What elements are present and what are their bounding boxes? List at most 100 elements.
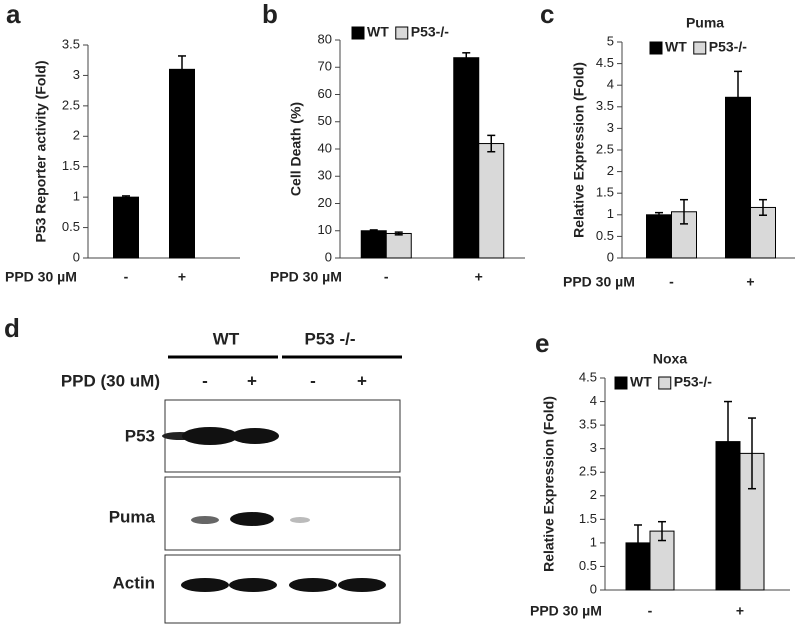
y-tick-label: 3 xyxy=(590,440,597,455)
y-tick-label: 1.5 xyxy=(579,511,597,526)
bar xyxy=(360,230,387,259)
lane-label: + xyxy=(357,371,367,390)
legend-swatch xyxy=(649,41,663,55)
y-tick-label: 0.5 xyxy=(596,228,614,243)
panel-letter: b xyxy=(262,0,278,29)
x-tick-label: + xyxy=(475,269,483,285)
y-tick-label: 10 xyxy=(318,222,332,237)
bar xyxy=(478,143,505,259)
x-tick-label: - xyxy=(124,269,129,285)
row-label: Puma xyxy=(109,507,156,526)
x-axis-label: PPD 30 µM xyxy=(530,603,602,619)
bar xyxy=(646,214,672,259)
legend-swatch xyxy=(658,376,672,390)
y-tick-label: 1.5 xyxy=(62,158,80,173)
y-tick-label: 2 xyxy=(607,163,614,178)
y-tick-label: 5 xyxy=(607,33,614,48)
legend-label: P53-/- xyxy=(709,39,747,55)
legend-label: WT xyxy=(630,374,652,390)
y-axis-label: P53 Reporter activity (Fold) xyxy=(33,60,49,242)
bar xyxy=(113,196,139,259)
legend-label: P53-/- xyxy=(411,24,449,40)
legend-swatch xyxy=(395,26,409,40)
lane-label: - xyxy=(202,371,208,390)
blot-box xyxy=(164,476,401,551)
bar xyxy=(725,96,751,259)
y-tick-label: 1 xyxy=(590,534,597,549)
group-label: WT xyxy=(213,329,240,348)
lane-label: + xyxy=(247,371,257,390)
y-tick-label: 1.5 xyxy=(596,185,614,200)
band xyxy=(338,578,386,592)
panel-letter: d xyxy=(4,313,20,343)
x-tick-label: + xyxy=(736,603,744,619)
y-tick-label: 20 xyxy=(318,195,332,210)
y-axis-label: Relative Expression (Fold) xyxy=(541,396,557,572)
panel-letter: a xyxy=(6,0,21,29)
y-tick-label: 2.5 xyxy=(596,141,614,156)
y-tick-label: 60 xyxy=(318,86,332,101)
y-tick-label: 3.5 xyxy=(62,36,80,51)
y-tick-label: 70 xyxy=(318,59,332,74)
group-label: P53 -/- xyxy=(304,329,355,348)
y-tick-label: 0 xyxy=(590,581,597,596)
y-tick-label: 3.5 xyxy=(579,417,597,432)
western-blot: d WT P53 -/- PPD (30 uM) - + - + P53 Pum… xyxy=(4,313,402,624)
y-tick-label: 2.5 xyxy=(62,97,80,112)
legend-label: WT xyxy=(665,39,687,55)
panel-letter: e xyxy=(535,328,549,358)
legend-label: P53-/- xyxy=(674,374,712,390)
y-tick-label: 1 xyxy=(607,206,614,221)
y-tick-label: 80 xyxy=(318,31,332,46)
y-tick-label: 40 xyxy=(318,140,332,155)
y-tick-label: 0.5 xyxy=(579,558,597,573)
y-tick-label: 2.5 xyxy=(579,464,597,479)
row-label: P53 xyxy=(125,426,155,445)
band xyxy=(229,578,277,592)
band xyxy=(191,516,219,524)
x-tick-label: - xyxy=(648,603,653,619)
y-tick-label: 0 xyxy=(73,249,80,264)
lane-label: - xyxy=(310,371,316,390)
row-label: Actin xyxy=(113,573,156,592)
y-axis-label: Relative Expression (Fold) xyxy=(571,62,587,238)
y-tick-label: 2 xyxy=(590,487,597,502)
legend-label: WT xyxy=(367,24,389,40)
band xyxy=(181,578,229,592)
y-tick-label: 0 xyxy=(607,249,614,264)
band xyxy=(231,428,279,444)
legend-swatch xyxy=(693,41,707,55)
panel-letter: c xyxy=(540,0,554,29)
x-tick-label: + xyxy=(746,274,754,290)
bar xyxy=(169,68,195,259)
legend-swatch xyxy=(614,376,628,390)
bar xyxy=(385,232,412,259)
chart-title: Puma xyxy=(686,15,724,31)
y-tick-label: 30 xyxy=(318,168,332,183)
x-axis-label: PPD 30 µM xyxy=(5,269,77,285)
y-tick-label: 4.5 xyxy=(596,55,614,70)
band xyxy=(289,578,337,592)
y-tick-label: 3 xyxy=(73,67,80,82)
y-tick-label: 50 xyxy=(318,113,332,128)
x-axis-label: PPD 30 µM xyxy=(270,269,342,285)
y-tick-label: 1 xyxy=(73,189,80,204)
y-tick-label: 0.5 xyxy=(62,219,80,234)
y-tick-label: 4 xyxy=(607,77,614,92)
band xyxy=(290,517,310,523)
x-tick-label: - xyxy=(669,274,674,290)
chart-title: Noxa xyxy=(653,351,687,367)
band xyxy=(230,512,274,526)
x-axis-label: PPD 30 µM xyxy=(563,274,635,290)
y-tick-label: 2 xyxy=(73,128,80,143)
x-tick-label: - xyxy=(384,269,389,285)
legend-swatch xyxy=(351,26,365,40)
y-tick-label: 4 xyxy=(590,393,597,408)
y-tick-label: 0 xyxy=(325,249,332,264)
y-tick-label: 4.5 xyxy=(579,369,597,384)
y-tick-label: 3 xyxy=(607,120,614,135)
y-axis-label: Cell Death (%) xyxy=(288,102,304,196)
x-tick-label: + xyxy=(178,269,186,285)
treatment-label: PPD (30 uM) xyxy=(61,371,160,390)
